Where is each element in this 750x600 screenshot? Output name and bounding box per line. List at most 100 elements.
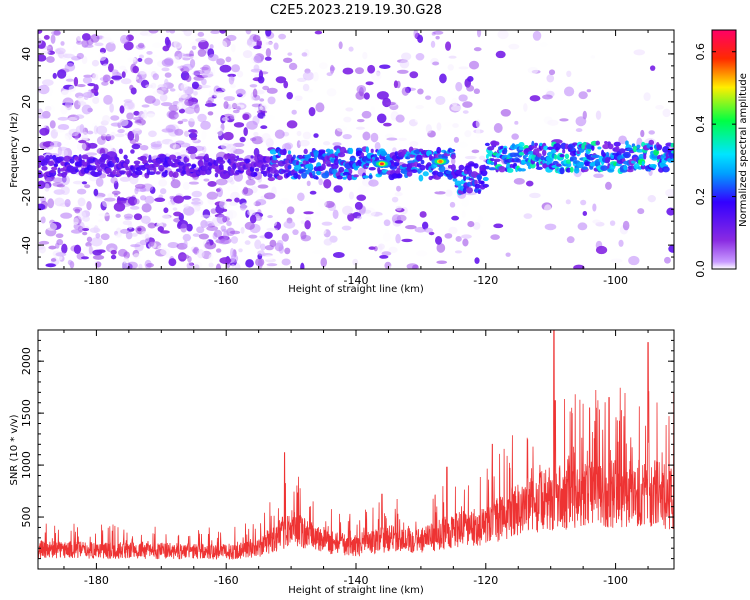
spectrogram-cell xyxy=(82,245,95,256)
spectrogram-cell xyxy=(68,128,80,137)
spectrogram-cell xyxy=(577,222,588,231)
spectrogram-cell xyxy=(184,98,194,107)
spectrogram-cell xyxy=(500,108,511,117)
spectrogram-cell xyxy=(103,94,113,105)
spectrogram-cell xyxy=(41,50,51,55)
spectrogram-cell xyxy=(242,186,249,195)
spectrogram-cell xyxy=(76,52,84,60)
spectrogram-cell xyxy=(78,139,87,144)
spectrogram-cell xyxy=(462,110,469,114)
spectrogram-cell xyxy=(449,149,454,153)
spectrogram-cell xyxy=(473,163,479,169)
spectrogram-cell xyxy=(458,164,465,171)
spectrogram-cell xyxy=(208,253,214,263)
spectrogram-cell xyxy=(177,52,187,59)
spectrogram-cell xyxy=(548,69,556,76)
spectrogram-cell xyxy=(228,75,235,85)
spectrogram-cell xyxy=(368,166,376,171)
spectrogram-cell xyxy=(643,92,651,102)
spectrogram-cell xyxy=(226,209,237,219)
spectrogram-cell xyxy=(262,85,270,91)
spectrogram-cell xyxy=(284,247,291,255)
spectrogram-cell xyxy=(573,264,585,269)
spectrogram-cell xyxy=(200,214,212,218)
x-tick-label: -160 xyxy=(214,574,239,587)
spectrogram-cell xyxy=(169,154,177,160)
spectrogram-cell xyxy=(626,168,634,173)
spectrogram-cell xyxy=(618,135,627,145)
spectrogram-cell xyxy=(130,149,135,154)
spectrogram-cell xyxy=(141,104,150,108)
spectrogram-cell xyxy=(296,214,306,220)
spectrogram-cell xyxy=(182,195,192,200)
spectrogram-cell xyxy=(602,143,610,150)
spectrogram-cell xyxy=(242,50,253,59)
spectrogram-cell xyxy=(221,117,229,122)
spectrogram-cell xyxy=(132,253,141,260)
spectrogram-cell xyxy=(343,116,352,123)
spectrogram-cell xyxy=(463,175,467,181)
spectrogram-cell xyxy=(251,103,262,108)
spectrogram-cell xyxy=(301,172,308,179)
spectrogram-cell xyxy=(38,54,47,62)
spectrogram-cell xyxy=(92,254,105,260)
spectrogram-cell xyxy=(414,117,426,123)
spectrogram-cell xyxy=(94,196,104,200)
spectrogram-cell xyxy=(93,225,99,233)
spectrogram-cell xyxy=(110,122,122,127)
spectrogram-cell xyxy=(229,230,241,235)
spectrogram-cell xyxy=(191,130,198,135)
spectrogram-cell xyxy=(590,55,596,59)
spectrogram-cell xyxy=(249,84,258,88)
spectrogram-cell xyxy=(227,73,237,78)
spectrogram-cell xyxy=(204,153,209,161)
spectrogram-cell xyxy=(636,149,644,153)
spectrogram-cell xyxy=(298,169,307,173)
spectrogram-cell xyxy=(605,151,610,158)
spectrogram-cell xyxy=(323,141,331,146)
spectrogram-cell xyxy=(453,136,460,143)
spectrogram-cell xyxy=(192,233,200,237)
spectrogram-cell xyxy=(178,164,183,170)
spectrogram-cell xyxy=(511,133,519,140)
spectrogram-cell xyxy=(145,262,154,268)
spectrogram-cell xyxy=(82,227,90,232)
spectrogram-cell xyxy=(156,140,161,145)
spectrogram-cell xyxy=(559,167,565,175)
spectrogram-marks xyxy=(38,30,674,269)
colorbar-gradient xyxy=(711,29,737,270)
spectrogram-cell xyxy=(232,148,245,155)
spectrogram-cell xyxy=(316,170,322,176)
spectrogram-cell xyxy=(194,104,200,114)
spectrogram-cell xyxy=(123,99,133,103)
spectrogram-cell xyxy=(670,142,674,148)
spectrogram-cell xyxy=(173,39,183,49)
spectrogram-cell xyxy=(216,58,225,66)
spectrogram-cell xyxy=(110,115,120,121)
spectrogram-cell xyxy=(292,229,299,236)
spectrogram-cell xyxy=(117,129,125,134)
x-tick-label: -180 xyxy=(84,574,109,587)
spectrogram-cell xyxy=(186,262,194,269)
spectrogram-cell xyxy=(417,88,424,95)
spectrogram-cell xyxy=(215,248,222,253)
spectrogram-cell xyxy=(147,171,156,176)
spectrogram-cell xyxy=(449,201,456,208)
spectrogram-cell xyxy=(474,179,478,185)
spectrogram-cell xyxy=(173,65,183,70)
spectrogram-cell xyxy=(464,130,472,138)
spectrogram-cell xyxy=(379,64,391,69)
spectrogram-cell xyxy=(448,226,458,235)
spectrogram-cell xyxy=(190,41,201,47)
spectrogram-cell xyxy=(513,178,525,185)
spectrogram-cell xyxy=(245,259,254,268)
spectrogram-cell xyxy=(154,197,166,203)
spectrogram-cell xyxy=(487,146,495,151)
spectrogram-cell xyxy=(49,120,56,129)
spectrogram-cell xyxy=(348,191,354,200)
spectrogram-cell xyxy=(169,88,176,92)
spectrogram-cell xyxy=(247,209,256,216)
spectrogram-cell xyxy=(248,234,258,239)
spectrogram-cell xyxy=(138,54,145,59)
spectrogram-cell xyxy=(146,50,153,55)
